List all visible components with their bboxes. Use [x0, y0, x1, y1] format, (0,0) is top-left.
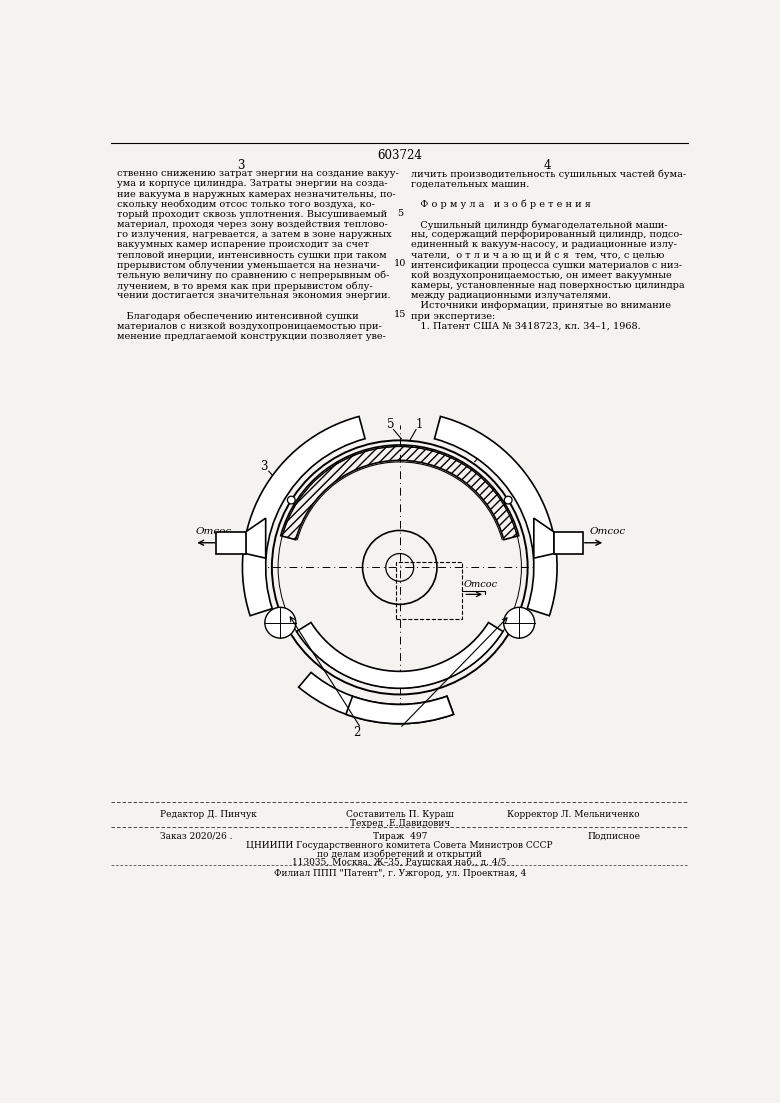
Text: Отсос: Отсос — [463, 580, 498, 589]
Text: Благодаря обеспечению интенсивной сушки: Благодаря обеспечению интенсивной сушки — [117, 312, 359, 321]
Wedge shape — [243, 417, 365, 615]
Text: Подписное: Подписное — [587, 832, 640, 840]
Wedge shape — [346, 696, 453, 724]
Text: 2: 2 — [353, 727, 361, 739]
Circle shape — [288, 496, 295, 504]
Text: чатели,  о т л и ч а ю щ и й с я  тем, что, с целью: чатели, о т л и ч а ю щ и й с я тем, что… — [411, 250, 665, 259]
Text: Заказ 2020/26 .: Заказ 2020/26 . — [159, 832, 232, 840]
Text: 5: 5 — [397, 208, 402, 217]
Text: Сушильный цилиндр бумагоделательной маши-: Сушильный цилиндр бумагоделательной маши… — [411, 221, 668, 229]
Text: 10: 10 — [394, 259, 406, 268]
Text: ние вакуума в наружных камерах незначительны, по-: ние вакуума в наружных камерах незначите… — [117, 190, 395, 199]
Text: чении достигается значительная экономия энергии.: чении достигается значительная экономия … — [117, 291, 391, 300]
Text: ЦНИИПИ Государственного комитета Совета Министров СССР: ЦНИИПИ Государственного комитета Совета … — [246, 840, 553, 849]
Text: Отсос: Отсос — [590, 527, 626, 536]
Text: при экспертизе:: при экспертизе: — [411, 312, 495, 321]
Text: единенный к вакуум-насосу, и радиационные излу-: единенный к вакуум-насосу, и радиационны… — [411, 240, 677, 249]
Text: ственно снижению затрат энергии на создание вакуу-: ственно снижению затрат энергии на созда… — [117, 170, 399, 179]
Text: кой воздухопроницаемостью, он имеет вакуумные: кой воздухопроницаемостью, он имеет ваку… — [411, 271, 672, 280]
Text: камеры, установленные над поверхностью цилиндра: камеры, установленные над поверхностью ц… — [411, 281, 685, 290]
Text: Филиал ППП "Патент", г. Ужгород, ул. Проектная, 4: Филиал ППП "Патент", г. Ужгород, ул. Про… — [274, 869, 526, 878]
Text: 1. Патент США № 3418723, кл. 34–1, 1968.: 1. Патент США № 3418723, кл. 34–1, 1968. — [411, 322, 641, 331]
Text: Редактор Д. Пинчук: Редактор Д. Пинчук — [159, 810, 257, 818]
Wedge shape — [299, 673, 453, 724]
Text: 15: 15 — [394, 310, 406, 319]
Text: Составитель П. Кураш: Составитель П. Кураш — [346, 810, 454, 818]
Text: менение предлагаемой конструкции позволяет уве-: менение предлагаемой конструкции позволя… — [117, 332, 386, 341]
Text: прерывистом облучении уменьшается на незначи-: прерывистом облучении уменьшается на нез… — [117, 260, 380, 270]
Text: Источники информации, принятые во внимание: Источники информации, принятые во вниман… — [411, 301, 672, 310]
Text: вакуумных камер испарение происходит за счет: вакуумных камер испарение происходит за … — [117, 240, 369, 249]
Text: Ф о р м у л а   и з о б р е т е н и я: Ф о р м у л а и з о б р е т е н и я — [411, 200, 591, 210]
Polygon shape — [534, 518, 554, 558]
Bar — [554, 532, 583, 554]
Text: скольку необходим отсос только того воздуха, ко-: скольку необходим отсос только того возд… — [117, 200, 374, 210]
Text: Корректор Л. Мельниченко: Корректор Л. Мельниченко — [507, 810, 640, 818]
Polygon shape — [246, 518, 266, 558]
Text: между радиационными излучателями.: между радиационными излучателями. — [411, 291, 612, 300]
Wedge shape — [296, 622, 503, 688]
Text: лучением, в то время как при прерывистом облу-: лучением, в то время как при прерывистом… — [117, 281, 373, 290]
Text: материал, проходя через зону воздействия теплово-: материал, проходя через зону воздействия… — [117, 221, 388, 229]
Text: Тираж  497: Тираж 497 — [373, 832, 427, 840]
Text: ума и корпусе цилиндра. Затраты энергии на созда-: ума и корпусе цилиндра. Затраты энергии … — [117, 180, 388, 189]
Wedge shape — [434, 417, 557, 615]
Circle shape — [505, 496, 512, 504]
Text: 603724: 603724 — [378, 149, 422, 162]
Circle shape — [504, 608, 534, 639]
Text: годелательных машин.: годелательных машин. — [411, 180, 530, 189]
Text: 5: 5 — [387, 418, 394, 431]
Text: го излучения, нагревается, а затем в зоне наружных: го излучения, нагревается, а затем в зон… — [117, 231, 392, 239]
Text: личить производительность сушильных частей бума-: личить производительность сушильных част… — [411, 170, 686, 179]
Text: тельную величину по сравнению с непрерывным об-: тельную величину по сравнению с непрерыв… — [117, 271, 389, 280]
Text: 1: 1 — [416, 418, 423, 431]
Text: торый проходит сквозь уплотнения. Высушиваемый: торый проходит сквозь уплотнения. Высуши… — [117, 210, 387, 219]
Text: ны, содержащий перфорированный цилиндр, подсо-: ны, содержащий перфорированный цилиндр, … — [411, 231, 682, 239]
Text: тепловой инерции, интенсивность сушки при таком: тепловой инерции, интенсивность сушки пр… — [117, 250, 387, 259]
Bar — [396, 561, 462, 620]
Text: 4: 4 — [485, 440, 492, 453]
Circle shape — [265, 608, 296, 639]
Text: интенсификации процесса сушки материалов с низ-: интенсификации процесса сушки материалов… — [411, 260, 682, 270]
Text: материалов с низкой воздухопроницаемостью при-: материалов с низкой воздухопроницаемость… — [117, 322, 381, 331]
Text: по делам изобретений и открытий: по делам изобретений и открытий — [317, 849, 482, 859]
Text: 3: 3 — [261, 460, 268, 473]
Text: 4: 4 — [543, 159, 551, 172]
Text: 113035, Москва, Ж–35, Раушская наб., д. 4/5: 113035, Москва, Ж–35, Раушская наб., д. … — [292, 858, 507, 867]
Bar — [216, 532, 246, 554]
Text: 3: 3 — [237, 159, 245, 172]
Text: Техред .Е.Давидович: Техред .Е.Давидович — [349, 820, 450, 828]
Text: Отсос: Отсос — [196, 527, 232, 536]
